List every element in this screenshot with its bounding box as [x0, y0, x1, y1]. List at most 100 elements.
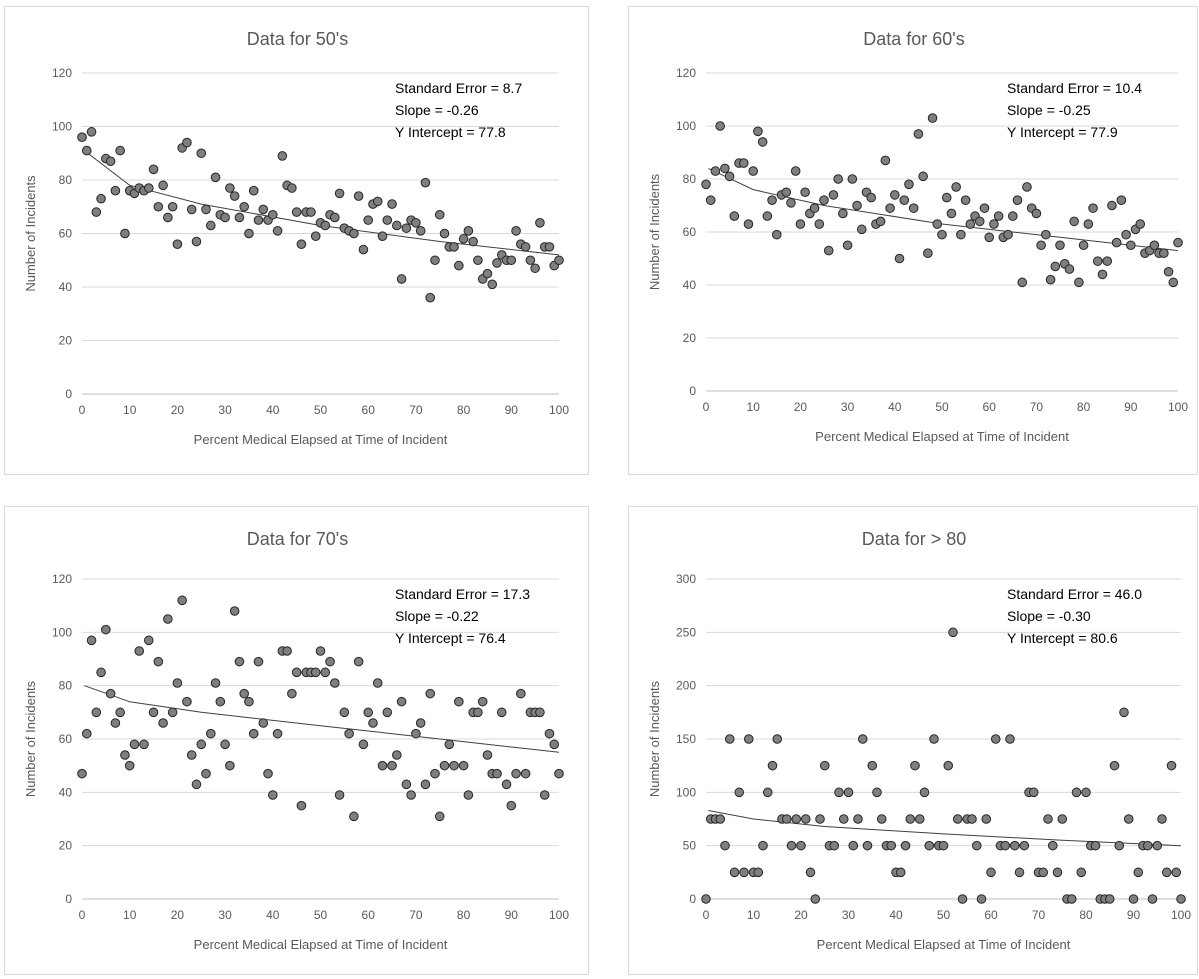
- data-point: [134, 646, 145, 656]
- data-point: [819, 760, 830, 771]
- data-point: [701, 179, 711, 190]
- y-axis-title: Number of Incidents: [647, 173, 662, 290]
- data-point: [1012, 195, 1023, 205]
- x-tick-label: 40: [266, 403, 280, 417]
- data-point: [1078, 240, 1089, 251]
- data-point: [554, 255, 564, 266]
- x-tick-label: 30: [218, 908, 232, 922]
- data-point: [182, 137, 192, 148]
- data-point: [772, 734, 783, 744]
- scatter-chart-50s: Data for 50's 0 20 40 60 80 100 120 0 10 20 30 40 50 6…: [23, 29, 569, 447]
- data-point: [809, 203, 820, 213]
- x-axis-title: Percent Medical Elapsed at Time of Incid…: [194, 937, 448, 952]
- data-point: [430, 255, 440, 266]
- data-point: [349, 811, 359, 822]
- data-point: [434, 811, 445, 822]
- y-axis-title: Number of Incidents: [23, 175, 38, 292]
- y-tick-label: 40: [59, 785, 73, 799]
- data-point: [913, 129, 924, 139]
- data-point: [229, 606, 240, 616]
- data-point: [914, 814, 925, 824]
- x-tick-label: 0: [703, 400, 710, 414]
- data-point: [148, 707, 159, 718]
- data-point: [225, 183, 235, 193]
- data-point: [325, 656, 335, 667]
- data-point: [163, 212, 173, 223]
- data-point: [525, 255, 536, 266]
- x-tick-label: 30: [841, 400, 855, 414]
- data-point: [148, 164, 159, 175]
- data-point: [1045, 274, 1056, 285]
- data-point: [468, 236, 478, 247]
- data-point: [163, 614, 173, 624]
- x-tick-label: 50: [937, 908, 951, 922]
- y-tick-label: 0: [689, 384, 696, 398]
- data-point: [377, 760, 388, 771]
- scatter-chart-over-80: Data for > 80 0 50 100 150 200 250 300 0 10 20 30 40…: [647, 529, 1191, 952]
- data-point: [886, 840, 897, 851]
- data-point: [1121, 229, 1131, 240]
- trend-line: [708, 810, 1182, 847]
- x-tick-label: 90: [1127, 908, 1141, 922]
- data-point: [454, 260, 464, 271]
- data-point: [482, 268, 493, 279]
- data-point: [1147, 894, 1158, 904]
- data-point: [946, 208, 957, 219]
- data-point: [941, 192, 952, 203]
- data-point: [392, 220, 402, 231]
- data-point: [1149, 240, 1160, 251]
- data-point: [948, 627, 958, 638]
- data-point: [1028, 787, 1039, 798]
- data-point: [368, 718, 378, 728]
- data-point: [239, 201, 249, 212]
- data-point: [762, 211, 773, 221]
- data-point: [767, 195, 777, 205]
- data-point: [473, 707, 483, 718]
- data-point: [86, 635, 97, 646]
- data-point: [186, 204, 197, 215]
- data-point: [115, 145, 125, 156]
- data-point: [904, 179, 914, 190]
- data-point: [353, 656, 364, 667]
- data-point: [729, 867, 740, 878]
- chart-title: Data for 70's: [247, 529, 349, 549]
- y-tick-label: 80: [683, 172, 697, 186]
- data-point: [753, 126, 763, 137]
- data-point: [291, 667, 302, 678]
- y-tick-label: 80: [59, 679, 73, 693]
- stat-annotation: Slope = -0.22: [395, 608, 479, 624]
- y-tick-label: 20: [59, 839, 73, 853]
- data-point: [894, 253, 905, 264]
- data-point: [1152, 840, 1163, 851]
- data-point: [720, 840, 730, 851]
- data-point: [1114, 840, 1125, 851]
- data-point: [535, 707, 545, 718]
- data-point: [918, 171, 928, 182]
- y-tick-label: 0: [689, 892, 696, 906]
- chart-title: Data for > 80: [862, 529, 967, 549]
- data-point: [748, 166, 758, 176]
- data-point: [544, 242, 555, 252]
- data-point: [1031, 208, 1042, 219]
- data-point: [965, 219, 976, 229]
- data-point: [990, 734, 1001, 744]
- data-point: [535, 218, 545, 228]
- data-point: [401, 779, 412, 790]
- data-point: [715, 814, 726, 824]
- data-point: [516, 688, 526, 699]
- x-tick-label: 20: [794, 400, 808, 414]
- data-point: [758, 840, 768, 851]
- data-point: [96, 667, 106, 678]
- x-tick-label: 90: [505, 403, 519, 417]
- data-point: [971, 840, 982, 851]
- data-point: [248, 728, 259, 739]
- data-point: [91, 207, 102, 217]
- data-point: [253, 656, 264, 667]
- x-tick-label: 20: [171, 403, 185, 417]
- data-point: [210, 172, 221, 183]
- data-point: [244, 696, 254, 707]
- data-point: [215, 696, 226, 707]
- data-point: [981, 814, 992, 824]
- data-point: [268, 209, 278, 220]
- data-point: [957, 894, 968, 904]
